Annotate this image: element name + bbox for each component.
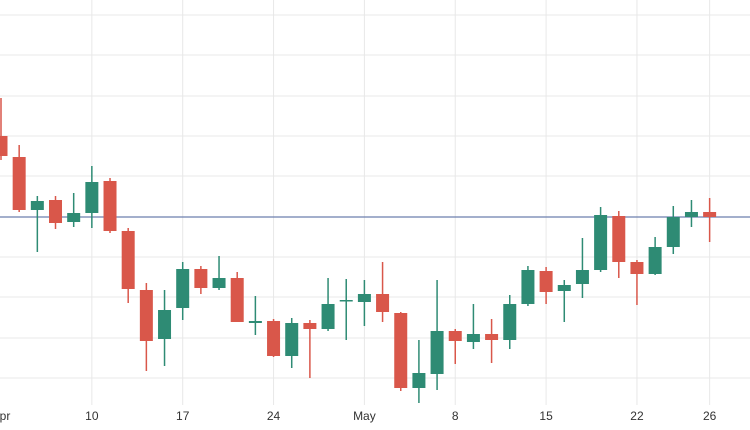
candle-body <box>49 200 63 223</box>
candle-body <box>0 136 8 156</box>
x-tick-label: 10 <box>85 409 99 423</box>
candle-body <box>103 181 117 231</box>
x-tick-label: Apr <box>0 409 10 423</box>
candle-body <box>412 373 426 388</box>
candle-body <box>594 215 608 270</box>
x-tick-label: 24 <box>267 409 281 423</box>
x-tick-label: 15 <box>539 409 553 423</box>
candle-body <box>121 231 135 289</box>
candle-body <box>557 285 571 291</box>
candle-body <box>248 321 262 323</box>
candle-body <box>521 270 535 304</box>
x-tick-label: 17 <box>176 409 190 423</box>
candle-body <box>684 212 698 217</box>
x-tick-label: May <box>353 409 376 423</box>
candle-body <box>503 304 517 340</box>
x-tick-label: 8 <box>452 409 459 423</box>
candle-body <box>539 271 553 292</box>
candle-body <box>575 270 589 284</box>
x-tick-label: 22 <box>630 409 644 423</box>
candle-body <box>466 334 480 342</box>
candle-body <box>612 216 626 262</box>
candle-body <box>139 290 153 341</box>
candle-body <box>448 331 462 341</box>
candle-body <box>303 323 317 329</box>
candle-body <box>430 331 444 374</box>
candle-body <box>12 157 26 210</box>
x-tick-label: 26 <box>703 409 717 423</box>
candle-body <box>394 313 408 388</box>
candle-body <box>212 278 226 288</box>
candle-body <box>230 278 244 322</box>
candle-body <box>194 269 208 288</box>
candle-body <box>30 201 44 210</box>
candle-body <box>485 334 499 340</box>
candle-body <box>85 182 99 213</box>
candle-body <box>176 269 190 308</box>
candle-body <box>630 262 644 274</box>
candle-body <box>158 310 172 339</box>
candle-body <box>357 294 371 302</box>
candle-body <box>339 300 353 302</box>
candle-body <box>376 294 390 312</box>
candle-body <box>703 212 717 217</box>
candle-body <box>67 213 81 222</box>
candle-body <box>321 304 335 329</box>
candle-body <box>285 323 299 356</box>
candle-body <box>666 217 680 247</box>
candle-body <box>648 247 662 274</box>
candle-body <box>267 321 281 356</box>
